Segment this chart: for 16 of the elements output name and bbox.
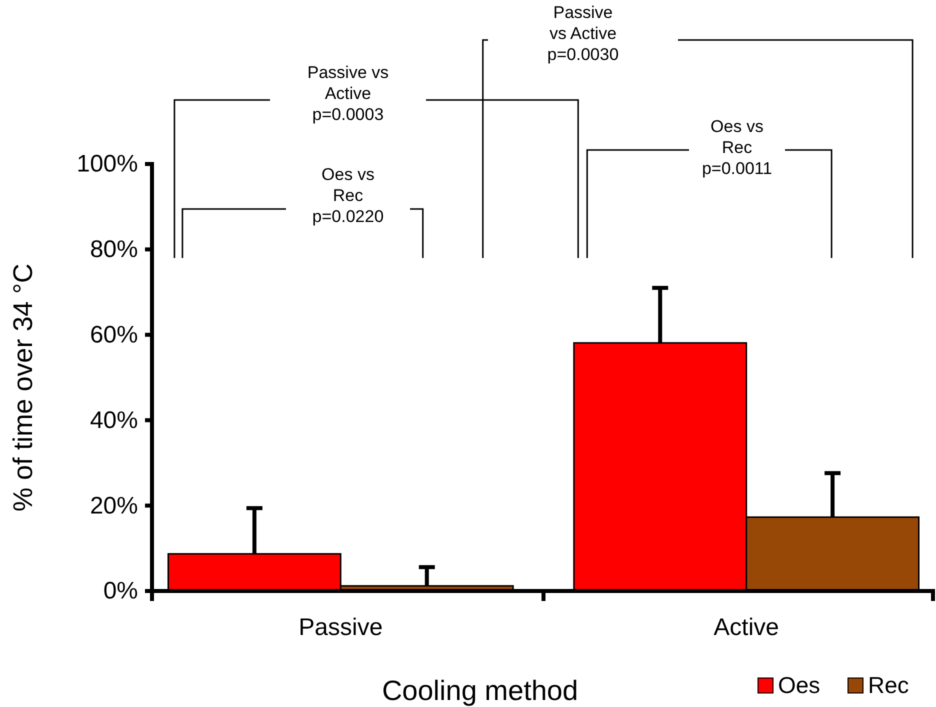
y-tick-label: 40% bbox=[90, 406, 138, 434]
y-tick-label: 80% bbox=[90, 236, 138, 264]
text: Passive vs Active p=0.0030 bbox=[547, 3, 619, 64]
x-tick-label: Passive bbox=[298, 614, 383, 641]
y-tick-label: 20% bbox=[90, 492, 138, 520]
y-axis-title: % of time over 34 °C bbox=[8, 264, 38, 512]
y-tick-label: 0% bbox=[103, 578, 138, 605]
x-tick-label: Active bbox=[714, 614, 780, 641]
legend-label: Rec bbox=[868, 672, 909, 698]
annotation: Oes vs Rec p=0.0011 bbox=[702, 117, 772, 178]
y-tick-label: 100% bbox=[76, 150, 138, 178]
legend-label: Oes bbox=[778, 672, 820, 698]
y-tick-label: 60% bbox=[90, 321, 138, 348]
x-axis-title: Cooling method bbox=[382, 675, 578, 706]
annotation: Oes vs Rec p=0.0220 bbox=[312, 165, 384, 226]
text: Passive vs Active p=0.0003 bbox=[307, 63, 389, 124]
